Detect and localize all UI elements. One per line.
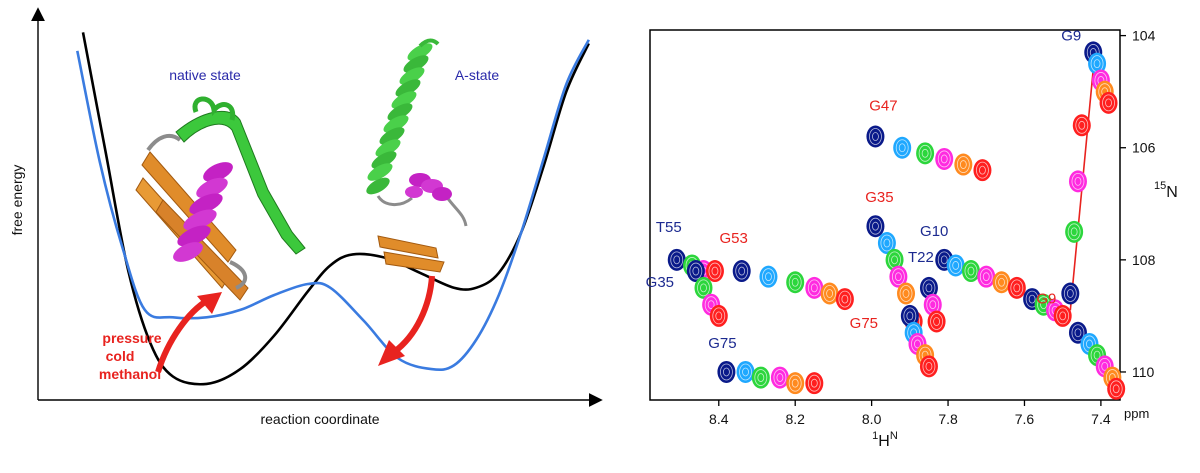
arrow-to-a-state-head [378,340,405,366]
cold-label: cold [106,348,135,364]
x-tick-label: 7.6 [1015,411,1035,427]
y-tick-label: 104 [1132,28,1156,44]
energy-curve-1 [76,39,590,372]
peak-label: G10 [920,223,948,240]
arrow-to-native-head [197,292,222,314]
nmr-peak [916,142,935,165]
peak-label: G35 [646,274,674,291]
x-tick-label: 7.8 [938,411,958,427]
nmr-peak [667,248,686,271]
native-helix-magenta [173,162,233,262]
nmr-peak-labels: G9 G47 G9 T55 G35 G53 G35 T22 G10 G75 G75 [646,27,1082,352]
perturbation-text: pressure cold methanol [99,330,162,382]
x-unit-label: ppm [1124,406,1149,421]
nmr-peak [732,260,751,283]
native-loop-gray [146,133,247,290]
nmr-peak [694,276,713,299]
nmr-peak [1072,114,1091,137]
native-green-loop [192,96,236,121]
nmr-peak [805,372,824,395]
nmr-peak [977,265,996,288]
peak-label: G9 [1061,27,1081,44]
nmr-peak [1007,276,1026,299]
nmr-peak [717,360,736,383]
nmr-peak [893,136,912,159]
energy-curves [76,32,590,386]
x-tick-label: 8.4 [709,411,729,427]
arrow-to-a-state [392,275,435,355]
nmr-peak [770,366,789,389]
nmr-peak [1065,220,1084,243]
nmr-peak [961,260,980,283]
nmr-peak [923,293,942,316]
nmr-peak [935,147,954,170]
nmr-peak [1068,170,1087,193]
nmr-peak [1107,377,1126,400]
peak-label: G9 [1036,290,1056,307]
pressure-label: pressure [102,330,161,346]
nmr-peak [835,288,854,311]
peak-label: G75 [850,315,878,332]
a-state-helix-green [366,38,440,195]
nmr-peak [927,310,946,333]
nmr-peaks [667,41,1126,400]
nmr-peak [992,271,1011,294]
nmr-peak [973,159,992,182]
nmr-peak [877,232,896,255]
nmr-peak [751,366,770,389]
peak-label: T55 [656,219,682,236]
a-state-label: A-state [455,67,500,83]
a-state-structure [366,38,468,273]
y-tick-label: 108 [1132,252,1156,268]
peak-label: G75 [708,335,736,352]
nmr-peak [954,153,973,176]
peak-label: T22 [908,249,934,266]
nmr-peak [866,125,885,148]
nmr-peak [805,276,824,299]
arrow-to-native [155,297,210,373]
nmr-peak [897,282,916,305]
free-energy-panel: free energy reaction coordinate [9,7,603,427]
spectrum-frame [649,29,1121,401]
native-beta-green [175,111,306,255]
native-state-structure [135,96,306,301]
nmr-spectrum-panel: 8.4 8.2 8.0 7.8 7.6 7.4 104 106 108 110 G9 G47 G9 T5… [646,27,1178,450]
nmr-peak [709,304,728,327]
x-tick-label: 8.2 [785,411,805,427]
peak-label: G53 [720,230,748,247]
nmr-peak [1053,304,1072,327]
nmr-peak [759,265,778,288]
nmr-peak [786,372,805,395]
a-state-beta-orange [377,235,445,273]
a-state-helix-magenta [405,173,452,201]
peak-label: G35 [865,189,893,206]
nmr-peak [889,265,908,288]
peak-label: G47 [869,98,897,115]
a-state-loop-gray [376,195,468,227]
nmr-axis-ticks: 8.4 8.2 8.0 7.8 7.6 7.4 104 106 108 110 [709,28,1156,427]
y-tick-label: 110 [1132,364,1155,380]
nmr-peak [866,215,885,238]
perturbation-arrows [155,275,435,373]
x-tick-label: 7.4 [1091,411,1111,427]
y-axis-label: free energy [9,165,25,236]
x-tick-label: 8.0 [862,411,882,427]
nmr-peak [786,271,805,294]
x-axis-title: 1HN [872,430,898,450]
nmr-peak [946,254,965,277]
nmr-peak [1099,91,1118,114]
nmr-peak [705,260,724,283]
y-axis-title: 15N [1154,180,1178,201]
nmr-peak [736,360,755,383]
nmr-peak [820,282,839,305]
nmr-peak [686,260,705,283]
methanol-label: methanol [99,366,161,382]
y-tick-label: 106 [1132,140,1156,156]
native-state-label: native state [169,67,241,83]
nmr-peak [1061,282,1080,305]
nmr-peak [919,355,938,378]
x-axis-label: reaction coordinate [260,411,379,427]
